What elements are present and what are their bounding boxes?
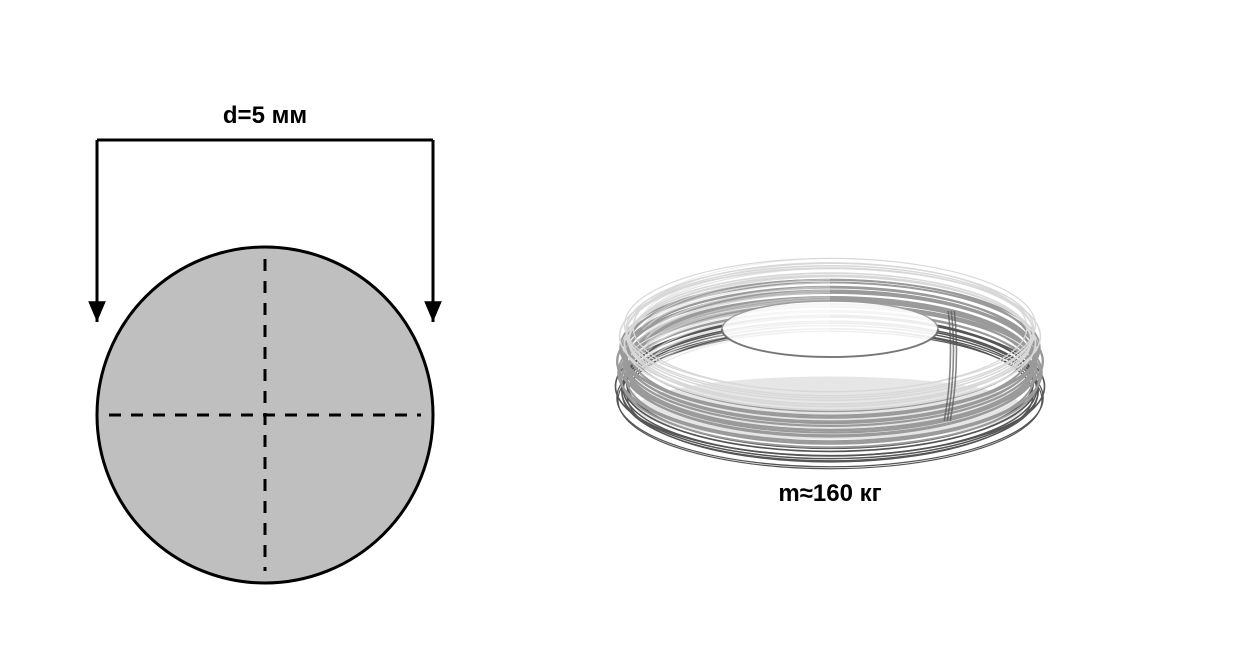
cross-section-svg [80,90,450,590]
diagram-stage: d=5 мм m≈160 кг [0,0,1240,660]
wire-coil-svg [590,180,1070,480]
cross-section-panel: d=5 мм [80,90,450,570]
mass-label: m≈160 кг [590,480,1070,508]
diameter-label: d=5 мм [80,102,450,130]
wire-coil-panel: m≈160 кг [590,180,1070,560]
